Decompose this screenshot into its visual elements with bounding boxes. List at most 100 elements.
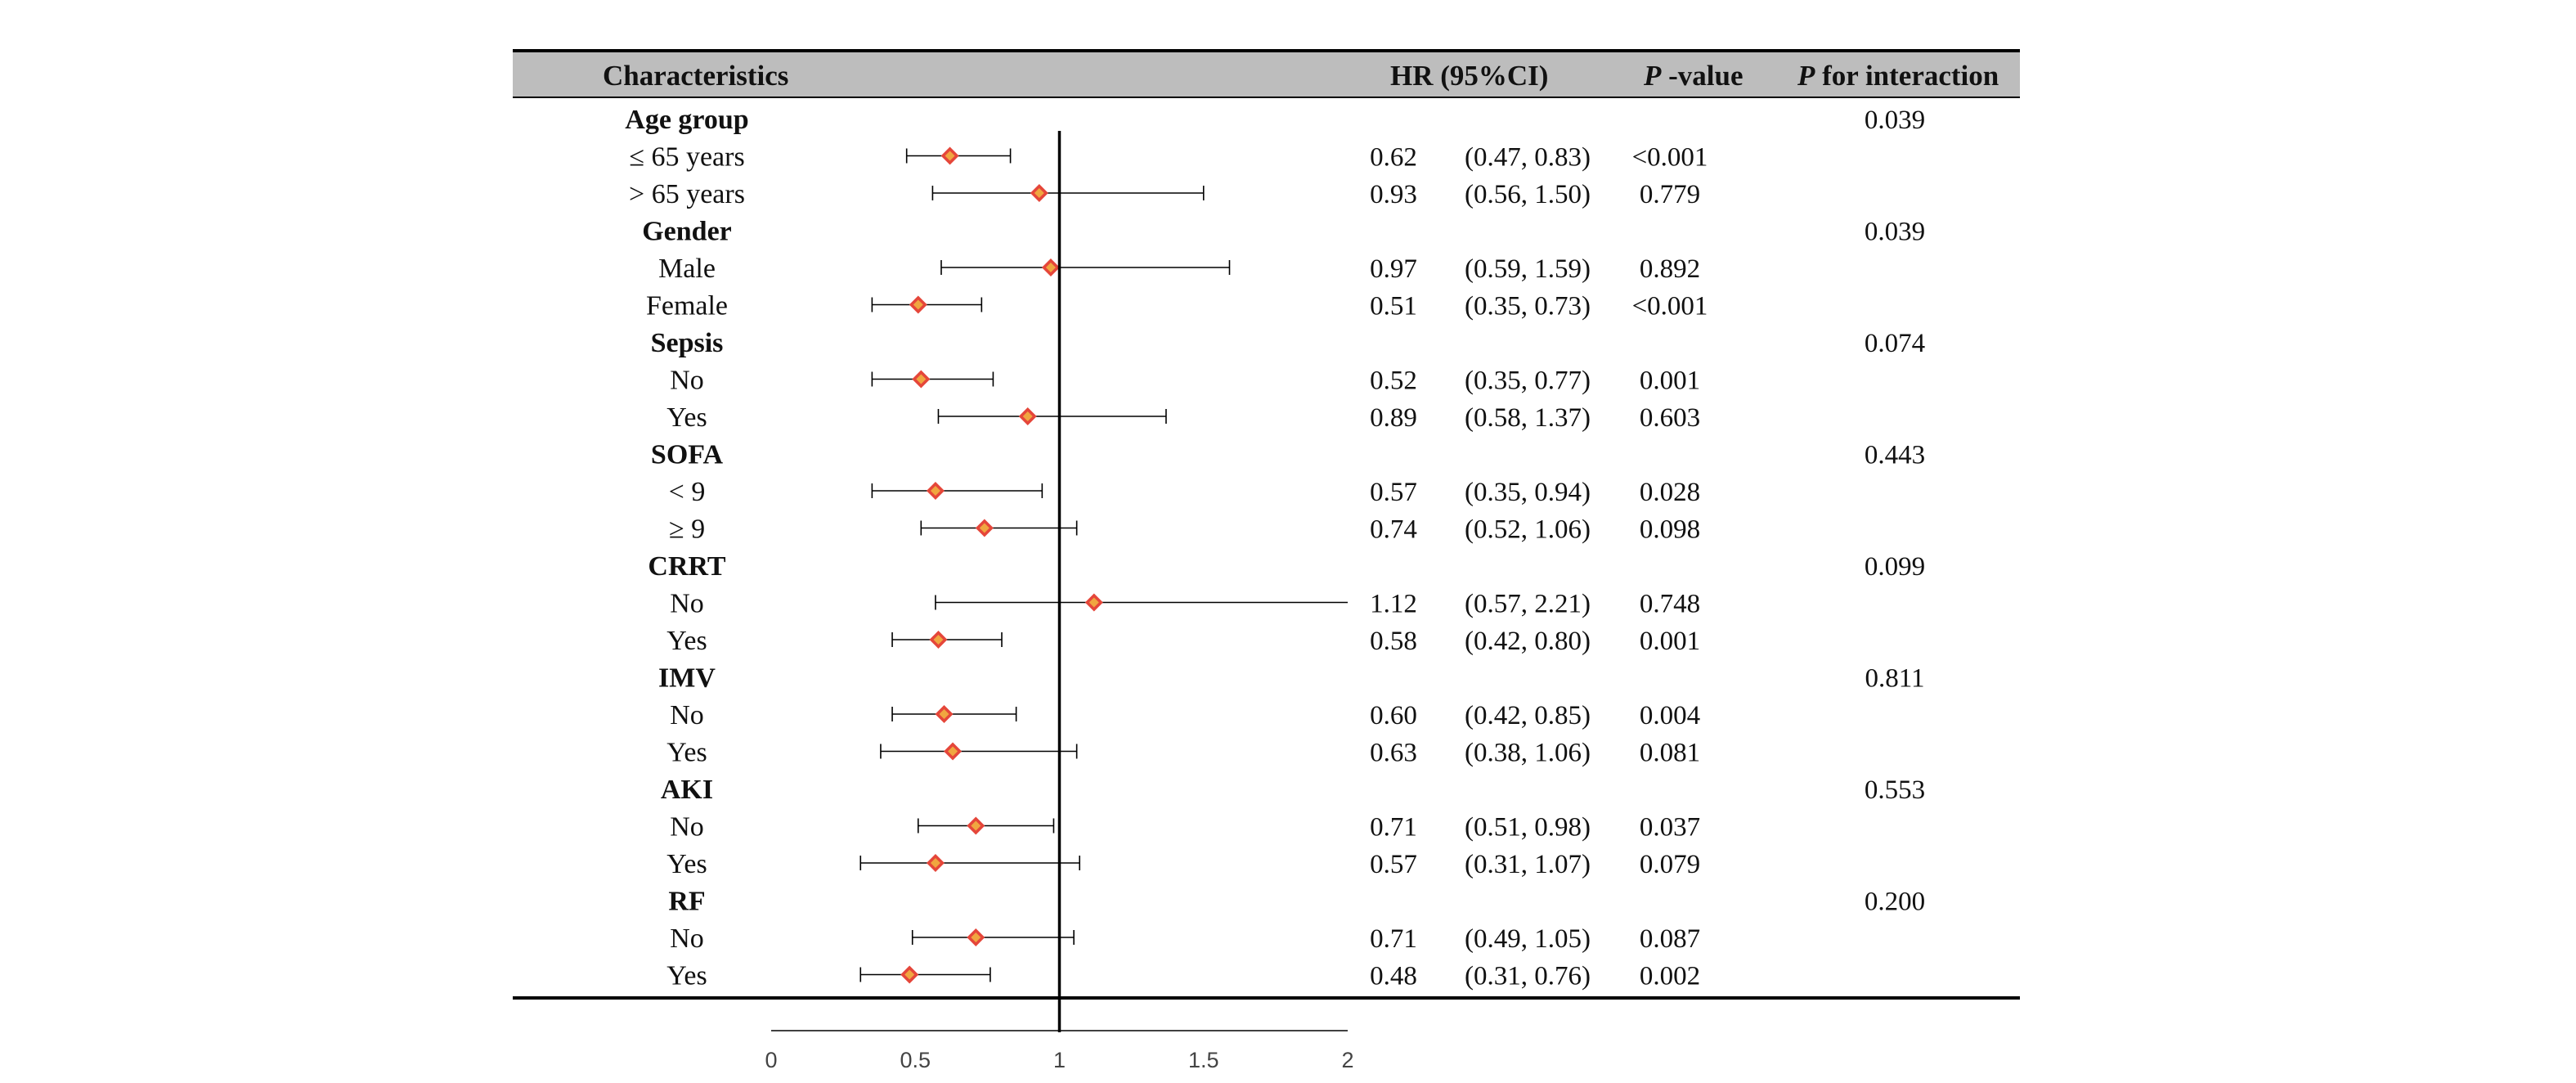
subgroup-label: Yes: [666, 961, 707, 991]
x-tick-label: 1: [1053, 1048, 1066, 1072]
p-value: 0.001: [1640, 627, 1700, 656]
hr-value: 0.62: [1370, 143, 1417, 173]
hr-value: 0.51: [1370, 292, 1417, 321]
x-axis: 0 0.5 1 1.5 2: [765, 1030, 1354, 1072]
hr-marker-inner: [948, 746, 958, 757]
subgroup-label: Yes: [666, 738, 707, 768]
hr-marker-inner: [971, 820, 981, 831]
p-value: 0.892: [1640, 254, 1700, 284]
p-value: 0.748: [1640, 590, 1700, 619]
hr-marker-inner: [913, 299, 923, 310]
hr-value: 0.89: [1370, 403, 1417, 433]
hr-value: 0.97: [1370, 254, 1417, 284]
header-p-value-italic: P: [1643, 60, 1662, 92]
p-value: 0.004: [1640, 701, 1700, 730]
p-interaction-value: 0.074: [1865, 329, 1925, 358]
p-value: 0.037: [1640, 813, 1700, 843]
hr-marker-inner: [1045, 263, 1056, 272]
hr-value: 0.71: [1370, 813, 1417, 843]
hr-marker-inner: [971, 932, 981, 942]
hr-value: 0.52: [1370, 366, 1417, 396]
p-value: 0.098: [1640, 515, 1700, 545]
hr-value: 0.71: [1370, 924, 1417, 954]
hr-value: 0.58: [1370, 627, 1417, 656]
subgroup-label: Female: [646, 291, 728, 321]
subgroup-label: No: [670, 366, 704, 396]
p-value: 0.603: [1640, 403, 1700, 433]
hr-value: 0.74: [1370, 515, 1417, 545]
ci-value: (0.57, 2.21): [1465, 590, 1591, 619]
group-label: CRRT: [648, 551, 725, 582]
p-interaction-value: 0.553: [1865, 775, 1925, 805]
subgroup-label: ≥ 9: [669, 515, 705, 545]
x-tick-label: 2: [1341, 1048, 1353, 1072]
hr-value: 0.57: [1370, 850, 1417, 879]
ci-value: (0.47, 0.83): [1465, 143, 1591, 173]
subgroup-label: Yes: [666, 402, 707, 433]
header-p-value-rest: -value: [1661, 60, 1743, 92]
hr-marker-inner: [930, 486, 940, 496]
ci-value: (0.35, 0.94): [1465, 478, 1591, 507]
p-value: 0.002: [1640, 962, 1700, 991]
p-interaction-value: 0.039: [1865, 106, 1925, 135]
subgroup-label: Yes: [666, 626, 707, 656]
header-p-interaction: P for interaction: [1797, 60, 1999, 92]
ci-value: (0.31, 0.76): [1465, 962, 1591, 991]
ci-value: (0.42, 0.85): [1465, 701, 1591, 730]
hr-marker-inner: [1088, 597, 1099, 608]
header-hr-ci: HR (95%CI): [1390, 60, 1548, 92]
p-interaction-value: 0.200: [1865, 888, 1925, 917]
subgroup-label: No: [670, 589, 704, 619]
ci-value: (0.38, 1.06): [1465, 739, 1591, 768]
ci-value: (0.51, 0.98): [1465, 813, 1591, 843]
p-value: 0.087: [1640, 924, 1700, 954]
subgroup-label: No: [670, 700, 704, 730]
p-value: 0.779: [1640, 180, 1700, 209]
p-value: 0.028: [1640, 478, 1700, 507]
subgroup-label: No: [670, 923, 704, 954]
hr-value: 0.57: [1370, 478, 1417, 507]
ci-value: (0.59, 1.59): [1465, 254, 1591, 284]
subgroup-label: Male: [658, 254, 716, 284]
hr-marker-inner: [1022, 411, 1033, 421]
hr-value: 0.60: [1370, 701, 1417, 730]
subgroup-label: > 65 years: [629, 179, 745, 209]
p-interaction-value: 0.099: [1865, 552, 1925, 582]
table-rows: Age group 0.039 ≤ 65 years 0.62 (0.47, 0.83)…: [625, 105, 1925, 991]
hr-value: 1.12: [1370, 590, 1417, 619]
group-label: Age group: [625, 105, 748, 135]
p-value: <0.001: [1632, 292, 1708, 321]
hr-marker-inner: [930, 858, 940, 868]
ci-value: (0.58, 1.37): [1465, 403, 1591, 433]
p-interaction-value: 0.039: [1865, 218, 1925, 247]
ci-value: (0.49, 1.05): [1465, 924, 1591, 954]
hr-value: 0.63: [1370, 739, 1417, 768]
hr-value: 0.93: [1370, 180, 1417, 209]
ci-value: (0.52, 1.06): [1465, 515, 1591, 545]
p-interaction-value: 0.811: [1865, 664, 1924, 694]
group-label: Sepsis: [651, 328, 724, 358]
x-tick-label: 0.5: [900, 1048, 931, 1072]
group-label: AKI: [661, 775, 713, 805]
hr-value: 0.48: [1370, 962, 1417, 991]
subgroup-label: ≤ 65 years: [629, 142, 744, 173]
p-value: <0.001: [1632, 143, 1708, 173]
x-tick-label: 0: [765, 1048, 777, 1072]
ci-value: (0.35, 0.77): [1465, 366, 1591, 396]
header-p-interaction-italic: P: [1797, 60, 1815, 92]
hr-marker-inner: [933, 635, 944, 645]
hr-marker-inner: [904, 969, 915, 980]
table-header: Characteristics HR (95%CI) P -value P fo…: [513, 49, 2020, 98]
hr-marker-inner: [916, 374, 927, 384]
ci-value: (0.31, 1.07): [1465, 850, 1591, 879]
plot-area: [859, 131, 1348, 1032]
group-label: RF: [668, 887, 705, 917]
subgroup-label: Yes: [666, 849, 707, 879]
group-label: Gender: [642, 217, 732, 247]
header-background: [513, 52, 2020, 97]
p-value: 0.079: [1640, 850, 1700, 879]
ci-value: (0.56, 1.50): [1465, 180, 1591, 209]
hr-marker-inner: [939, 709, 949, 719]
p-value: 0.081: [1640, 739, 1700, 768]
